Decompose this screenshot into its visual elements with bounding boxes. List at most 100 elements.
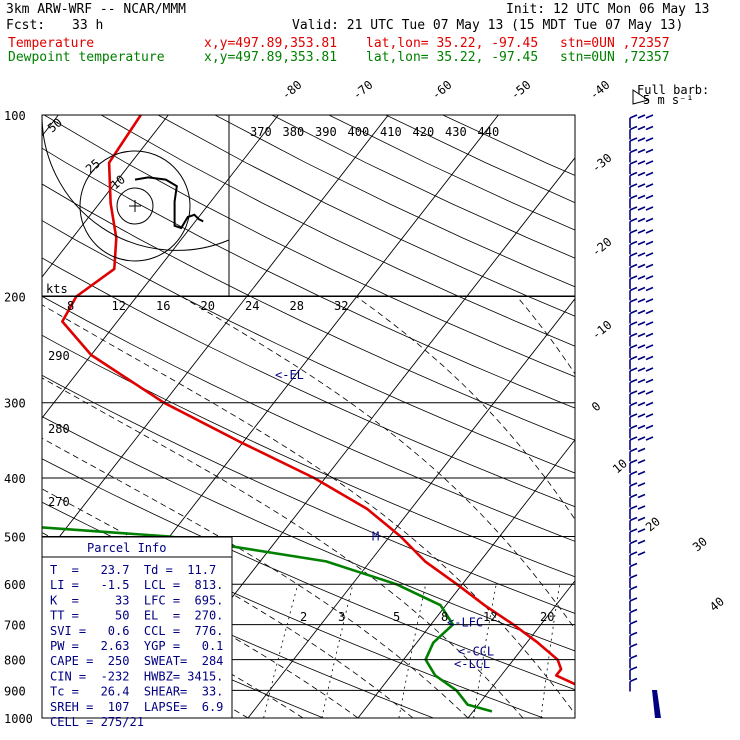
wind-barb-flag bbox=[629, 148, 638, 154]
wind-barb-flag bbox=[629, 447, 638, 453]
isotherm-label: 20 bbox=[643, 514, 663, 534]
dry-adiabat-line bbox=[271, 115, 575, 259]
theta-label: 370 bbox=[250, 125, 272, 139]
mixing-ratio-label: 20 bbox=[540, 610, 554, 624]
wind-barb-flag bbox=[645, 194, 654, 200]
mixing-ratio-label: 12 bbox=[483, 610, 497, 624]
dry-adiabat-line bbox=[42, 147, 575, 409]
dry-adiabat-line bbox=[442, 115, 575, 176]
mixing-ratio-label: 5 bbox=[393, 610, 400, 624]
pressure-tick-label: 300 bbox=[4, 397, 26, 411]
parcel-info-title: Parcel Info bbox=[87, 541, 166, 555]
dry-adiabat-line bbox=[43, 115, 575, 378]
wind-barb-flag bbox=[645, 114, 654, 119]
wind-barb-flag bbox=[637, 183, 646, 188]
isotherm-line bbox=[357, 439, 575, 718]
isotherm-label: -40 bbox=[587, 78, 613, 103]
wind-barb-flag bbox=[637, 148, 646, 154]
dry-adiabat-line bbox=[42, 183, 575, 441]
wind-barb-flag bbox=[645, 183, 654, 188]
wind-barb-flag bbox=[645, 252, 654, 257]
wind-barb-flag bbox=[629, 125, 638, 131]
isotherm-label: 0 bbox=[589, 399, 604, 414]
wind-barb-flag bbox=[637, 505, 646, 510]
moist-adiabat-line bbox=[42, 304, 575, 715]
hodograph-ring bbox=[41, 114, 230, 251]
wind-barb-flag bbox=[645, 436, 654, 441]
wind-barb-flag bbox=[637, 459, 646, 464]
isotherm-line bbox=[247, 298, 575, 718]
dry-adiabat-line bbox=[42, 220, 575, 474]
isotherm-label: -20 bbox=[589, 235, 615, 260]
dry-adiabat-line bbox=[385, 115, 575, 204]
wind-barb-flag bbox=[629, 286, 638, 292]
surface-wind-barb bbox=[652, 690, 661, 718]
wind-barb-flag bbox=[629, 252, 638, 257]
theta-label: 420 bbox=[413, 125, 435, 139]
wind-barb-flag bbox=[629, 321, 638, 326]
wind-barb-flag bbox=[637, 424, 646, 430]
wind-barb-flag bbox=[629, 114, 638, 119]
wind-barb-flag bbox=[637, 160, 646, 165]
isotherm-label: -10 bbox=[589, 318, 615, 343]
wind-barb-flag bbox=[645, 286, 654, 292]
mixing-ratio-label: 3 bbox=[338, 610, 345, 624]
wind-barb-flag bbox=[629, 240, 638, 246]
isotherm-label: 30 bbox=[690, 534, 710, 554]
wind-barb-flag bbox=[629, 643, 638, 648]
dry-adiabat-line bbox=[42, 295, 575, 542]
pressure-tick-label: 900 bbox=[4, 684, 26, 698]
parcel-info-row: T = 23.7 Td = 11.7 bbox=[50, 563, 216, 577]
mixing-ratio-line bbox=[630, 584, 643, 718]
wind-barb-flag bbox=[645, 332, 654, 338]
wind-barb-flag bbox=[645, 355, 654, 361]
mixing-ratio-line bbox=[321, 584, 354, 718]
wind-barb-flag bbox=[637, 528, 646, 533]
wind-barb-flag bbox=[629, 539, 638, 545]
parcel-level-label: <-LFC bbox=[447, 616, 483, 630]
wind-barb-flag bbox=[637, 551, 646, 556]
wind-barb-flag bbox=[637, 114, 646, 119]
wind-barb-flag bbox=[645, 298, 654, 303]
theta-label: 390 bbox=[315, 125, 337, 139]
isotherm-label: 40 bbox=[707, 594, 727, 614]
wind-barb-flag bbox=[637, 217, 646, 223]
parcel-info-row: CELL = 275/21 bbox=[50, 715, 144, 729]
mixing-ratio-line bbox=[540, 584, 561, 718]
wind-barb-flag bbox=[645, 390, 654, 395]
pressure-tick-label: 800 bbox=[4, 654, 26, 668]
wind-barb-flag bbox=[629, 275, 638, 280]
parcel-marker-label: M bbox=[372, 529, 379, 543]
wind-barb-flag bbox=[645, 344, 654, 349]
wind-barb-flag bbox=[629, 229, 638, 234]
dry-adiabat-line bbox=[42, 334, 575, 578]
wind-barb-flag bbox=[645, 424, 654, 430]
hodograph-ring-label: 50 bbox=[45, 115, 65, 135]
wind-barb-flag bbox=[645, 275, 654, 280]
theta-label: 410 bbox=[380, 125, 402, 139]
isotherm-label: -60 bbox=[429, 78, 455, 103]
dewpoint-legend-xy: x,y=497.89,353.81 bbox=[204, 50, 338, 65]
pressure-tick-label: 700 bbox=[4, 619, 26, 633]
barb-legend-unit: 5 m s⁻¹ bbox=[643, 93, 694, 107]
parcel-info-row: SREH = 107 LAPSE= 6.9 bbox=[50, 700, 223, 714]
parcel-level-label: <-EL bbox=[275, 368, 304, 382]
wind-barb-flag bbox=[645, 206, 654, 211]
theta-label: 380 bbox=[283, 125, 305, 139]
side-theta-label: 290 bbox=[48, 349, 70, 363]
wind-barb-flag bbox=[629, 344, 638, 349]
wind-barb-flag bbox=[645, 171, 654, 177]
wind-barb-flag bbox=[629, 574, 638, 579]
isotherm-label: -30 bbox=[589, 151, 615, 176]
isotherm-line bbox=[467, 580, 575, 718]
wind-barb-flag bbox=[629, 298, 638, 303]
pw-label: 12 bbox=[112, 299, 126, 313]
wind-barb-flag bbox=[637, 321, 646, 326]
pw-label: 16 bbox=[156, 299, 170, 313]
wind-barb-flag bbox=[629, 505, 638, 510]
wind-barb-flag bbox=[629, 355, 638, 361]
wind-barb-flag bbox=[645, 148, 654, 154]
pressure-tick-label: 1000 bbox=[4, 712, 33, 726]
dewpoint-legend-stn: stn=0UN ,72357 bbox=[560, 50, 670, 65]
